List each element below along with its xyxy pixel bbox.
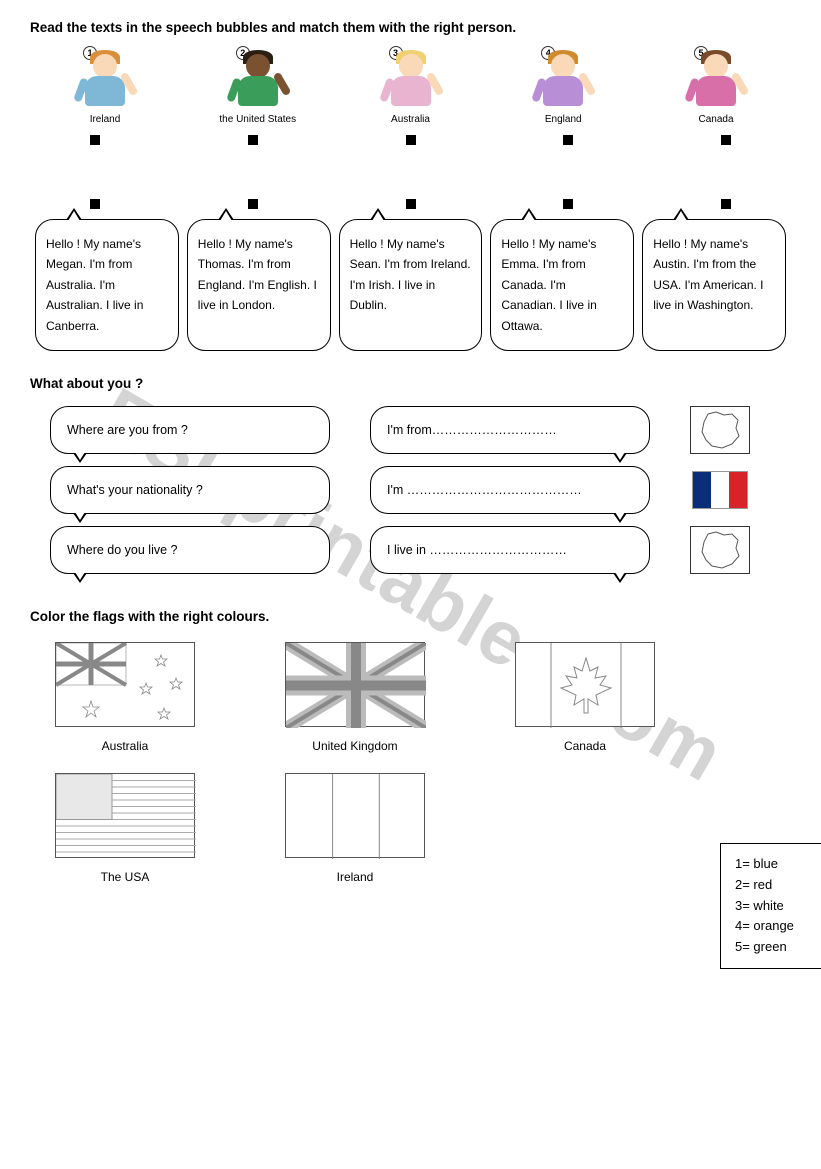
flag-label: Ireland [260, 870, 450, 884]
person-4: 4 England [508, 50, 618, 125]
answer-bubble[interactable]: I'm from………………………… [370, 406, 650, 454]
flag-label: Australia [30, 739, 220, 753]
flag-australia: Australia [30, 642, 220, 753]
people-row: 1 Ireland 2 the United States 3 Australi [30, 50, 791, 125]
top-dots [30, 135, 791, 145]
dot [721, 199, 731, 209]
person-figure: 1 [75, 50, 135, 110]
person-figure: 3 [381, 50, 441, 110]
hint-box [690, 526, 750, 574]
speech-bubble: Hello ! My name's Megan. I'm from Austra… [35, 219, 179, 351]
speech-bubble-row: Hello ! My name's Megan. I'm from Austra… [30, 219, 791, 351]
person-figure: 4 [533, 50, 593, 110]
dot [90, 135, 100, 145]
speech-bubble: Hello ! My name's Emma. I'm from Canada.… [490, 219, 634, 351]
legend-line: 5= green [735, 937, 821, 958]
country-label: Canada [698, 114, 733, 125]
person-figure: 2 [228, 50, 288, 110]
legend-line: 1= blue [735, 854, 821, 875]
person-5: 5 Canada [661, 50, 771, 125]
person-3: 3 Australia [356, 50, 466, 125]
person-figure: 5 [686, 50, 746, 110]
country-label: the United States [219, 114, 296, 125]
speech-bubble: Hello ! My name's Sean. I'm from Ireland… [339, 219, 483, 351]
country-label: Australia [391, 114, 430, 125]
dot [563, 199, 573, 209]
flag-ireland: Ireland [260, 773, 450, 884]
flag-box-australia [55, 642, 195, 727]
dot [248, 135, 258, 145]
dot [406, 135, 416, 145]
flag-box-usa [55, 773, 195, 858]
person-1: 1 Ireland [50, 50, 160, 125]
flag-label: Canada [490, 739, 680, 753]
flag-uk: United Kingdom [260, 642, 450, 753]
instruction-2: What about you ? [30, 376, 791, 391]
question-bubble: Where do you live ? [50, 526, 330, 574]
flag-canada: Canada [490, 642, 680, 753]
qa-grid: Where are you from ? I'm from………………………… Wh… [50, 406, 791, 574]
flag-box-canada [515, 642, 655, 727]
hint-box [690, 466, 750, 514]
dot [248, 199, 258, 209]
flag-label: United Kingdom [260, 739, 450, 753]
color-legend: 1= blue 2= red 3= white 4= orange 5= gre… [720, 843, 821, 969]
flag-box-ireland [285, 773, 425, 858]
flag-label: The USA [30, 870, 220, 884]
speech-bubble: Hello ! My name's Thomas. I'm from Engla… [187, 219, 331, 351]
instruction-1: Read the texts in the speech bubbles and… [30, 20, 791, 35]
dot [563, 135, 573, 145]
question-bubble: Where are you from ? [50, 406, 330, 454]
hint-box [690, 406, 750, 454]
flag-grid: Australia United Kingdom [30, 642, 791, 969]
flag-usa: The USA [30, 773, 220, 884]
answer-bubble[interactable]: I'm …………………………………… [370, 466, 650, 514]
question-bubble: What's your nationality ? [50, 466, 330, 514]
legend-line: 3= white [735, 896, 821, 917]
flag-box-uk [285, 642, 425, 727]
instruction-3: Color the flags with the right colours. [30, 609, 791, 624]
country-label: England [545, 114, 582, 125]
legend-line: 2= red [735, 875, 821, 896]
dot [406, 199, 416, 209]
speech-bubble: Hello ! My name's Austin. I'm from the U… [642, 219, 786, 351]
dot [721, 135, 731, 145]
country-label: Ireland [90, 114, 121, 125]
legend-line: 4= orange [735, 916, 821, 937]
person-2: 2 the United States [203, 50, 313, 125]
dot [90, 199, 100, 209]
france-flag-icon [692, 471, 748, 509]
answer-bubble[interactable]: I live in …………………………… [370, 526, 650, 574]
